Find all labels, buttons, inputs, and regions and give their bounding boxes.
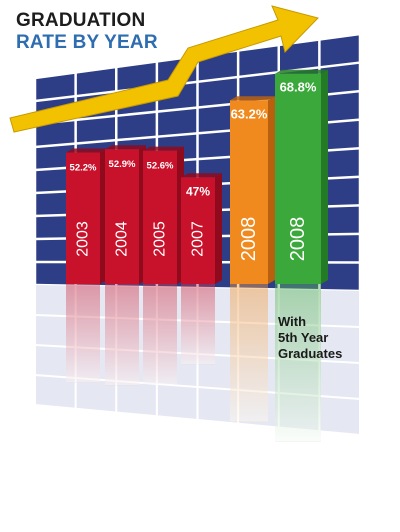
bar-front — [230, 100, 268, 284]
bar-category-label: 2008 — [238, 217, 260, 262]
bar-front — [66, 152, 100, 284]
bar-value-label: 52.6% — [147, 161, 174, 172]
note-line-1: With — [278, 314, 307, 329]
bar-reflection-3 — [143, 284, 177, 385]
bar-top — [230, 96, 275, 101]
bar-top — [143, 146, 184, 151]
bar-reflections — [66, 284, 321, 442]
bar-4: 47% 2007 — [181, 173, 222, 284]
grid-hline — [34, 61, 361, 103]
chart-title: GRADUATION RATE BY YEAR — [16, 10, 158, 54]
bars: 52.2% 2003 52.9% 2004 52.6% 2005 47% 2007 63.2% 2… — [66, 69, 328, 284]
bar-reflection-fade — [143, 284, 177, 385]
bar-1: 52.2% 2003 — [66, 148, 107, 284]
trend-arrow — [9, 5, 319, 133]
bar-5: 63.2% 2008 — [230, 96, 275, 284]
bar-reflection-fade — [66, 284, 100, 383]
bar-reflection-5 — [230, 284, 268, 422]
bar-3: 52.6% 2005 — [143, 146, 184, 284]
bar-side — [215, 173, 222, 284]
bar-side — [321, 69, 328, 284]
bar-front — [105, 149, 139, 284]
bar-top — [275, 69, 328, 74]
bar-reflection-fade — [230, 284, 268, 422]
bar-value-label: 52.2% — [70, 163, 97, 174]
bar-reflection-fade — [181, 284, 215, 365]
bar-reflection-2 — [105, 284, 139, 386]
bar-front — [143, 150, 177, 284]
bar-value-label: 52.9% — [109, 159, 136, 170]
bar-front — [275, 73, 321, 284]
title-line-1: GRADUATION — [16, 10, 146, 31]
bar-category-label: 2008 — [287, 217, 309, 262]
note-line-3: Graduates — [278, 346, 343, 361]
bar-reflection-1 — [66, 284, 100, 383]
bar-reflection-6 — [275, 284, 321, 442]
title-line-2: RATE BY YEAR — [16, 32, 158, 53]
bar-reflection-fade — [105, 284, 139, 386]
bar-top — [66, 148, 107, 153]
bar-6: 68.8% 2008 — [275, 69, 328, 284]
bar-2: 52.9% 2004 — [105, 145, 146, 284]
bar-category-label: 2003 — [75, 221, 92, 257]
bar-front — [181, 177, 215, 284]
bar-reflection-4 — [181, 284, 215, 365]
bar-value-label: 47% — [186, 184, 210, 198]
note-line-2: 5th Year — [278, 330, 329, 345]
bar-top — [105, 145, 146, 150]
trend-arrow-shape — [9, 5, 319, 133]
bar-value-label: 68.8% — [280, 80, 317, 95]
bar-side — [268, 96, 275, 284]
bar-category-label: 2007 — [190, 221, 207, 257]
bar-category-label: 2005 — [152, 221, 169, 257]
bar-value-label: 63.2% — [231, 106, 268, 121]
fifth-year-note: With 5th Year Graduates — [278, 314, 342, 362]
bar-reflection-fade — [275, 284, 321, 442]
bar-category-label: 2004 — [114, 221, 131, 257]
bar-top — [181, 173, 222, 178]
